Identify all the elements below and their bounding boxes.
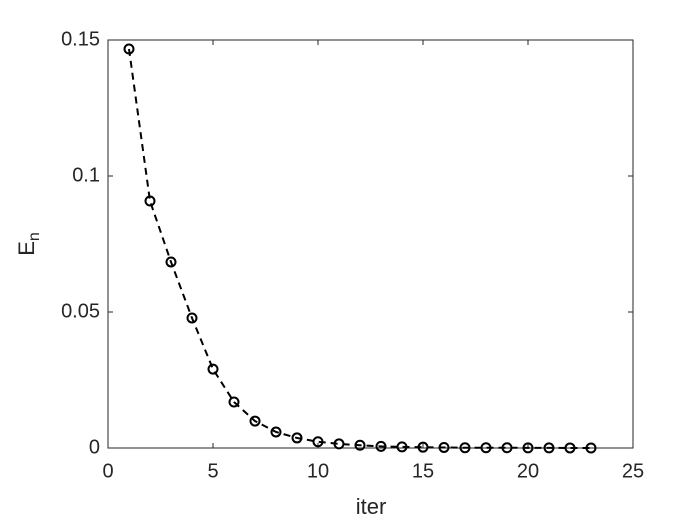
marker [228, 396, 240, 408]
marker [522, 442, 534, 454]
x-tick-label: 10 [307, 460, 329, 482]
x-tick-label: 5 [207, 460, 218, 482]
marker [354, 439, 366, 451]
x-tick-label: 20 [517, 460, 539, 482]
x-tick-label: 25 [622, 460, 644, 482]
marker [543, 442, 555, 454]
marker [375, 440, 387, 452]
marker [480, 442, 492, 454]
marker [585, 442, 597, 454]
y-tick-label: 0.15 [61, 28, 100, 50]
x-tick-label: 0 [102, 460, 113, 482]
marker [396, 441, 408, 453]
marker [144, 195, 156, 207]
x-tick-label: 15 [412, 460, 434, 482]
marker [333, 438, 345, 450]
y-label-subscript: n [26, 232, 43, 241]
marker [186, 312, 198, 324]
marker [270, 426, 282, 438]
x-axis-label: iter [356, 494, 387, 519]
marker [291, 432, 303, 444]
marker [312, 436, 324, 448]
marker [501, 442, 513, 454]
y-tick-label: 0.05 [61, 300, 100, 322]
marker [207, 363, 219, 375]
axes-box [107, 39, 634, 449]
y-axis-label: En [14, 232, 43, 256]
series-line [128, 48, 592, 449]
marker [417, 441, 429, 453]
marker [165, 256, 177, 268]
marker [564, 442, 576, 454]
marker [459, 442, 471, 454]
marker [123, 43, 135, 55]
y-tick-label: 0 [89, 436, 100, 458]
marker [438, 441, 450, 453]
marker [249, 415, 261, 427]
y-label-main: E [14, 241, 39, 256]
y-tick-label: 0.1 [72, 164, 100, 186]
